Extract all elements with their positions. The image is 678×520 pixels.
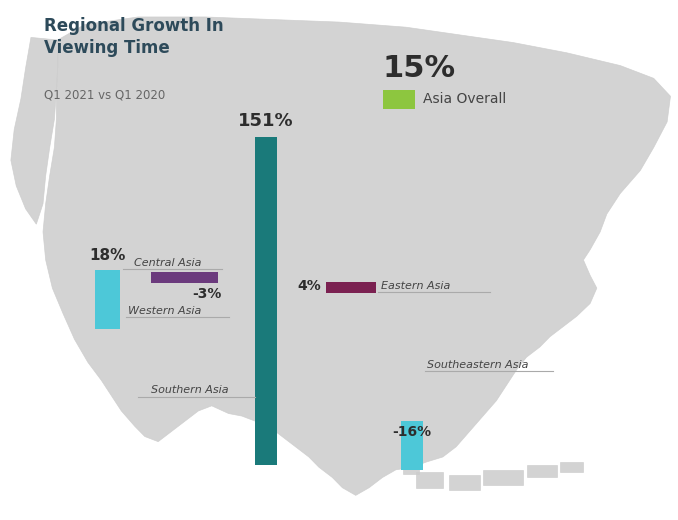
- Text: Southeastern Asia: Southeastern Asia: [427, 360, 529, 370]
- Text: 15%: 15%: [382, 55, 456, 84]
- Text: Western Asia: Western Asia: [128, 306, 201, 316]
- Polygon shape: [483, 470, 523, 485]
- Bar: [256, 137, 277, 465]
- Polygon shape: [43, 17, 671, 496]
- Bar: [401, 421, 422, 470]
- Bar: [382, 89, 415, 109]
- Polygon shape: [403, 465, 420, 474]
- Polygon shape: [527, 465, 557, 477]
- Bar: [94, 270, 120, 329]
- Polygon shape: [450, 475, 479, 490]
- Text: Southern Asia: Southern Asia: [151, 385, 228, 396]
- Bar: [325, 282, 376, 293]
- Polygon shape: [416, 472, 443, 488]
- Text: Eastern Asia: Eastern Asia: [380, 281, 450, 291]
- Text: 151%: 151%: [238, 111, 294, 129]
- Text: Central Asia: Central Asia: [134, 257, 202, 268]
- Text: 4%: 4%: [298, 279, 321, 293]
- Text: -3%: -3%: [193, 287, 222, 301]
- Text: Asia Overall: Asia Overall: [422, 93, 506, 106]
- Text: Q1 2021 vs Q1 2020: Q1 2021 vs Q1 2020: [44, 88, 165, 101]
- Text: 18%: 18%: [89, 248, 125, 263]
- Polygon shape: [11, 37, 58, 224]
- Bar: [151, 272, 218, 283]
- Text: -16%: -16%: [392, 425, 431, 439]
- Text: Regional Growth In
Viewing Time: Regional Growth In Viewing Time: [44, 17, 224, 57]
- Polygon shape: [560, 462, 584, 472]
